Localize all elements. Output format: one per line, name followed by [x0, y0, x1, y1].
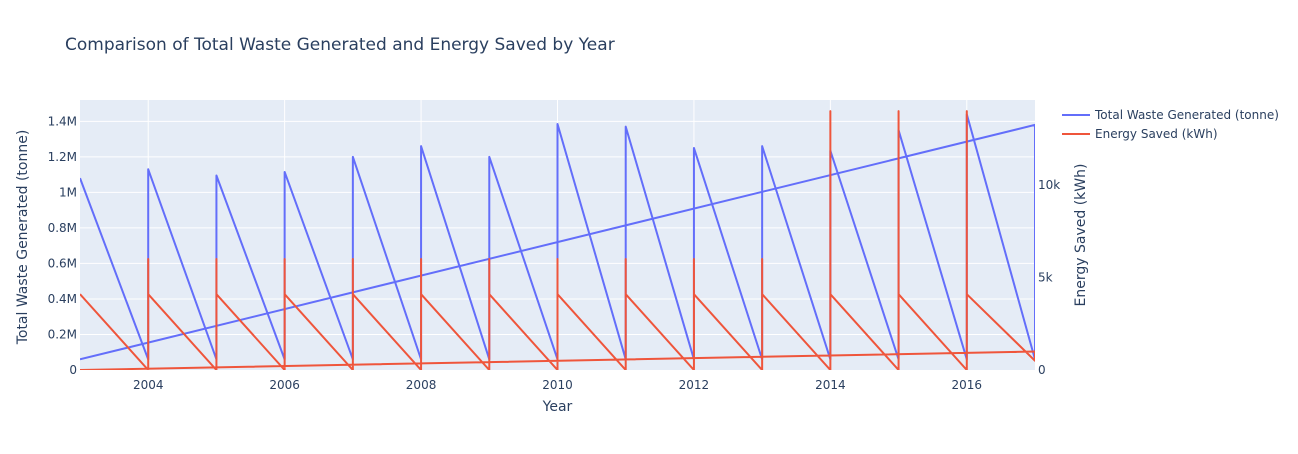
legend-item-label[interactable]: Energy Saved (kWh)	[1095, 127, 1218, 141]
x-tick-label: 2008	[406, 378, 437, 392]
legend: Total Waste Generated (tonne) Energy Save…	[1062, 108, 1279, 141]
y-left-tick-label: 1.4M	[48, 114, 77, 128]
legend-item-label[interactable]: Total Waste Generated (tonne)	[1094, 108, 1279, 122]
y-right-axis-label: Energy Saved (kWh)	[1073, 164, 1089, 307]
x-tick-label: 2010	[542, 378, 573, 392]
x-tick-label: 2004	[133, 378, 164, 392]
y-left-tick-label: 0.4M	[48, 292, 77, 306]
x-tick-label: 2016	[952, 378, 983, 392]
y-left-axis-label: Total Waste Generated (tonne)	[15, 130, 31, 346]
x-tick-labels: 2004 2006 2008 2010 2012 2014 2016	[133, 378, 982, 392]
y-right-tick-label: 0	[1038, 363, 1046, 377]
series-layer	[80, 110, 1035, 370]
x-tick-label: 2006	[269, 378, 300, 392]
y-left-tick-label: 1M	[59, 185, 77, 199]
x-axis-label: Year	[542, 399, 573, 415]
y-right-tick-label: 5k	[1038, 271, 1053, 285]
y-left-tick-label: 0	[69, 363, 77, 377]
y-left-tick-label: 0.6M	[48, 256, 77, 270]
y-left-tick-label: 1.2M	[48, 150, 77, 164]
chart-title: Comparison of Total Waste Generated and …	[65, 35, 615, 55]
y-right-tick-label: 10k	[1038, 178, 1060, 192]
x-tick-label: 2012	[679, 378, 710, 392]
y-left-tick-label: 0.8M	[48, 221, 77, 235]
x-tick-label: 2014	[815, 378, 846, 392]
series-line-energy-saved	[80, 110, 1035, 370]
y-right-tick-labels: 0 5k 10k	[1038, 178, 1060, 377]
series-line-total-waste	[80, 113, 1035, 361]
y-left-tick-labels: 0 0.2M 0.4M 0.6M 0.8M 1M 1.2M 1.4M	[48, 114, 77, 377]
y-left-tick-label: 0.2M	[48, 327, 77, 341]
